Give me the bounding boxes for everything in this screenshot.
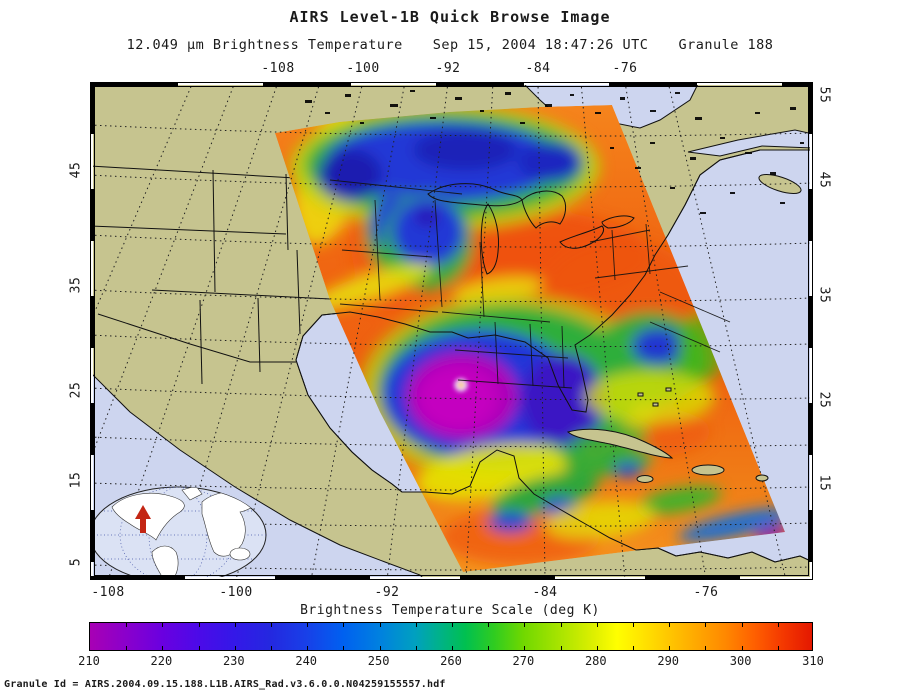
- colorbar-tick: [560, 646, 562, 650]
- lon-tick-label-top: -84: [525, 61, 551, 76]
- colorbar-tick-label: 230: [222, 654, 245, 668]
- colorbar: [89, 622, 813, 651]
- map-svg: [90, 82, 813, 580]
- coastline: [295, 149, 813, 563]
- colorbar-title: Brightness Temperature Scale (deg K): [300, 603, 600, 618]
- colorbar-tick-label: 290: [657, 654, 680, 668]
- state-borders-east: [329, 179, 731, 389]
- colorbar-tick: [777, 623, 779, 627]
- colorbar-tick: [705, 623, 707, 627]
- colorbar-tick-label: 270: [512, 654, 535, 668]
- colorbar-tick: [271, 646, 272, 650]
- great-lakes: [427, 183, 635, 275]
- colorbar-tick-label: 220: [150, 654, 173, 668]
- colorbar-tick: [741, 646, 743, 650]
- lat-tick-label-right: 55: [816, 86, 832, 104]
- colorbar-tick: [307, 623, 309, 627]
- colorbar-tick: [669, 623, 671, 627]
- page-title: AIRS Level-1B Quick Browse Image: [289, 8, 611, 26]
- caribbean-islands: [566, 387, 769, 483]
- colorbar-tick: [560, 623, 562, 627]
- lon-tick-label-top: -92: [435, 61, 461, 76]
- colorbar-tick-label: 280: [584, 654, 607, 668]
- colorbar-tick: [343, 646, 345, 650]
- colorbar-tick: [741, 623, 743, 627]
- hurricane-eye: [454, 378, 468, 392]
- cuba-island: [566, 428, 674, 459]
- lon-tick-label-top: -108: [261, 61, 295, 76]
- lat-tick-label-left: 45: [68, 161, 84, 179]
- colorbar-tick: [488, 646, 490, 650]
- lon-tick-label-bottom: -76: [693, 585, 719, 600]
- colorbar-tick-label: 310: [802, 654, 824, 668]
- colorbar-tick: [379, 646, 381, 650]
- lon-tick-label-bottom: -92: [374, 585, 400, 600]
- colorbar-tick: [705, 646, 707, 650]
- lon-tick-label-top: -100: [346, 61, 380, 76]
- colorbar-tick: [488, 623, 490, 627]
- subtitle-wavelength: 12.049 μm Brightness Temperature: [126, 37, 403, 53]
- colorbar-tick: [633, 646, 634, 650]
- colorbar-tick: [234, 646, 236, 650]
- colorbar-tick: [379, 623, 381, 627]
- lon-tick-label-bottom: -108: [91, 585, 125, 600]
- colorbar-tick: [162, 623, 164, 627]
- colorbar-tick: [162, 646, 164, 650]
- colorbar-tick: [596, 623, 598, 627]
- colorbar-tick-label: 260: [440, 654, 462, 668]
- colorbar-tick: [343, 623, 345, 627]
- colorbar-tick: [777, 646, 779, 650]
- inset-map: [90, 486, 267, 580]
- colorbar-tick: [234, 623, 236, 627]
- lat-tick-label-left: 5: [68, 557, 84, 567]
- map-plot: [90, 82, 813, 580]
- lat-tick-label-right: 45: [816, 171, 832, 189]
- lon-tick-label-top: -76: [612, 61, 638, 76]
- colorbar-tick: [452, 623, 453, 627]
- subtitle-datetime: Sep 15, 2004 18:47:26 UTC: [432, 37, 649, 53]
- colorbar-tick: [524, 623, 526, 627]
- subtitle: 12.049 μm Brightness Temperature Sep 15,…: [0, 37, 900, 53]
- lat-tick-label-left: 35: [68, 276, 84, 294]
- inset-continents: [111, 487, 263, 580]
- colorbar-tick: [271, 623, 272, 627]
- lon-tick-label-bottom: -100: [219, 585, 253, 600]
- colorbar-tick-label: 240: [295, 654, 318, 668]
- lat-tick-label-left: 15: [68, 471, 84, 489]
- subtitle-granule: Granule 188: [678, 37, 774, 53]
- colorbar-tick-label: 250: [367, 654, 390, 668]
- gulf-st-lawrence: [687, 129, 813, 157]
- colorbar-tick: [415, 623, 417, 627]
- lon-tick-label-bottom: -84: [532, 585, 558, 600]
- map-frame: [90, 82, 813, 580]
- colorbar-tick: [633, 623, 634, 627]
- colorbar-tick: [126, 623, 128, 627]
- swath-direction-arrow: [135, 505, 151, 533]
- lat-tick-label-left: 25: [68, 381, 84, 399]
- colorbar-tick: [307, 646, 309, 650]
- colorbar-tick: [126, 646, 128, 650]
- colorbar-tick-label: 300: [729, 654, 752, 668]
- colorbar-tick: [669, 646, 671, 650]
- small-lakes: [305, 90, 804, 214]
- lat-tick-label-right: 35: [816, 286, 832, 304]
- colorbar-tick: [596, 646, 598, 650]
- lat-tick-label-right: 15: [816, 474, 832, 492]
- colorbar-tick-label: 210: [78, 654, 100, 668]
- airs-swath: [275, 105, 785, 572]
- colorbar-tick: [198, 646, 200, 650]
- colorbar-tick: [524, 646, 526, 650]
- colorbar-tick: [452, 646, 453, 650]
- lat-tick-label-right: 25: [816, 391, 832, 409]
- colorbar-tick: [198, 623, 200, 627]
- graticule: [90, 82, 813, 580]
- granule-id: Granule Id = AIRS.2004.09.15.188.L1B.AIR…: [4, 679, 446, 690]
- colorbar-tick: [415, 646, 417, 650]
